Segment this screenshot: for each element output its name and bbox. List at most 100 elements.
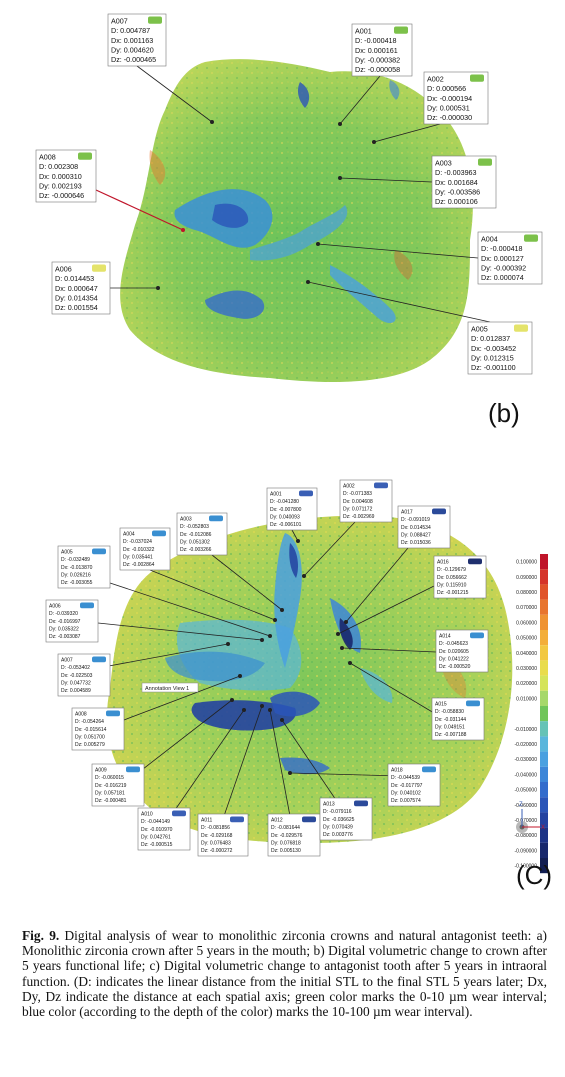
leader-line-a003 xyxy=(211,554,283,611)
annotation-value: D: -0.041280 xyxy=(270,499,299,505)
legend-swatch xyxy=(540,766,548,782)
annotation-id: A012 xyxy=(271,818,283,824)
annotation-value: Dz: -0.001100 xyxy=(471,363,516,372)
annotation-value: Dx: -0.015614 xyxy=(75,727,107,733)
annotation-id: A005 xyxy=(61,550,73,556)
legend-swatch xyxy=(540,797,548,813)
annotation-value: Dy: 0.026216 xyxy=(61,572,91,578)
annotation-swatch xyxy=(422,766,436,773)
legend-swatch xyxy=(540,660,548,676)
annotation-id: A002 xyxy=(427,75,444,84)
annotation-value: Dx: 0.014534 xyxy=(401,525,431,531)
leader-line-a006 xyxy=(97,622,263,641)
legend-swatch xyxy=(540,706,548,722)
annotation-value: Dx: -0.007800 xyxy=(270,507,302,513)
annotation-value: D: 0.012837 xyxy=(471,334,510,343)
annotation-value: D: 0.004787 xyxy=(111,26,150,35)
annotation-value: Dx: 0.004608 xyxy=(343,499,373,505)
annotation-value: Dy: 0.000531 xyxy=(427,103,470,112)
annotation-swatch xyxy=(466,700,480,707)
annotation-value: Dy: 0.035441 xyxy=(123,554,153,560)
marker-point-a013 xyxy=(280,718,284,722)
annotation-value: Dx: 0.020605 xyxy=(439,649,469,655)
marker-point-a004 xyxy=(316,242,320,246)
annotation-value: D: -0.044539 xyxy=(391,775,420,781)
leader-line-a016 xyxy=(337,585,435,635)
legend-swatch xyxy=(540,614,548,630)
annotation-value: Dy: 0.047732 xyxy=(61,680,91,686)
annotation-value: D: -0.071383 xyxy=(343,491,372,497)
leader-line-a009 xyxy=(133,699,233,777)
annotation-id: A004 xyxy=(481,235,498,244)
legend-value: 0.020000 xyxy=(516,681,537,687)
annotation-value: Dz: -0.001215 xyxy=(437,590,469,596)
legend-swatch xyxy=(540,584,548,600)
marker-point-a008 xyxy=(181,228,185,232)
marker-point-a015 xyxy=(348,661,352,665)
annotation-swatch xyxy=(152,530,166,537)
leader-line-a002 xyxy=(373,123,441,143)
annotation-value: Dy: 0.035322 xyxy=(49,626,79,632)
marker-point-a011 xyxy=(260,704,264,708)
annotation-value: Dx: -0.016997 xyxy=(49,619,81,625)
annotation-view-label: Annotation View 1 xyxy=(145,686,189,692)
legend-swatch xyxy=(540,736,548,752)
panel-c-leader-lines xyxy=(97,521,437,817)
panel-b: A007 D: 0.004787 Dx: 0.001163 Dy: 0.004620 D… xyxy=(0,0,565,440)
annotation-value: D: -0.045623 xyxy=(439,641,468,647)
annotation-value: Dx: -0.029168 xyxy=(201,833,233,839)
annotation-value: Dy: 0.070439 xyxy=(323,824,353,830)
annotation-value: D: 0.002308 xyxy=(39,162,78,171)
annotation-value: Dx: 0.000161 xyxy=(355,46,398,55)
annotation-value: Dz: -0.002969 xyxy=(343,514,375,520)
legend-value: 0.100000 xyxy=(516,560,537,566)
annotation-value: D: 0.000566 xyxy=(427,84,466,93)
legend-swatch xyxy=(540,721,548,737)
legend-value: 0.030000 xyxy=(516,666,537,672)
annotation-value: Dz: 0.005279 xyxy=(75,742,105,748)
annotation-value: D: -0.079116 xyxy=(323,809,352,815)
annotation-id: A008 xyxy=(75,712,87,718)
annotation-value: Dx: -0.022503 xyxy=(61,673,93,679)
annotation-value: Dy: 0.002193 xyxy=(39,181,82,190)
annotation-value: Dy: 0.014354 xyxy=(55,293,98,302)
annotation-value: Dz: 0.000106 xyxy=(435,197,478,206)
legend-value: 0.070000 xyxy=(516,605,537,611)
annotation-value: Dy: 0.076818 xyxy=(271,840,301,846)
annotation-id: A007 xyxy=(111,17,128,26)
marker-point-a005 xyxy=(306,280,310,284)
annotation-value: Dy: 0.040102 xyxy=(391,790,421,796)
marker-point-a001 xyxy=(296,539,300,543)
annotation-id: A013 xyxy=(323,802,335,808)
annotation-id: A009 xyxy=(95,768,107,774)
annotation-swatch xyxy=(92,656,106,663)
annotation-value: Dz: -0.003055 xyxy=(61,580,93,586)
figure-caption-label: Fig. 9. xyxy=(22,928,60,943)
annotation-value: Dx: -0.016219 xyxy=(95,783,127,789)
leader-line-a011 xyxy=(223,705,263,817)
annotation-value: Dx: -0.031144 xyxy=(435,717,466,723)
legend-value: -0.040000 xyxy=(514,772,537,778)
annotation-id: A003 xyxy=(435,159,452,168)
legend-value: -0.060000 xyxy=(514,803,537,809)
marker-point-a003 xyxy=(338,176,342,180)
annotation-value: D: -0.129679 xyxy=(437,567,466,573)
annotation-value: Dz: -0.000030 xyxy=(427,113,472,122)
legend-value: -0.080000 xyxy=(514,833,537,839)
annotation-value: Dz: -0.003266 xyxy=(180,547,212,553)
annotation-value: Dy: -0.003586 xyxy=(435,187,480,196)
legend-value: 0.090000 xyxy=(516,575,537,581)
leader-line-a008 xyxy=(123,675,241,721)
annotation-value: Dy: 0.040093 xyxy=(270,514,300,520)
annotation-value: Dy: 0.115910 xyxy=(437,582,467,588)
